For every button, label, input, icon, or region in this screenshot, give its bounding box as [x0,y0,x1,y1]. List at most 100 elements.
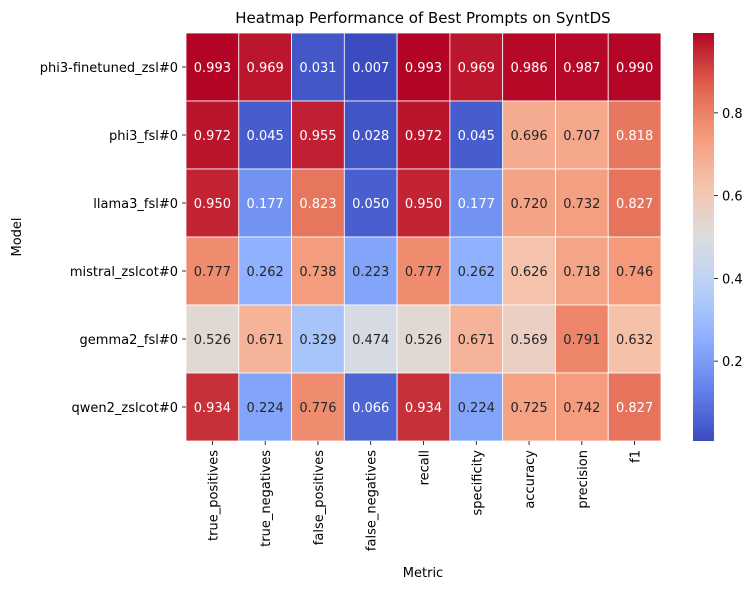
cell-value-label: 0.045 [458,129,495,144]
row-tick-label: phi3-finetuned_zsl#0 [40,61,178,76]
heatmap-cell [396,32,451,102]
colorbar-tick-label: 0.2 [722,355,743,370]
row-tick-label: llama3_fsl#0 [93,197,178,212]
cell-value-label: 0.986 [510,61,547,76]
cell-value-label: 0.725 [510,401,547,416]
row-tick-label: gemma2_fsl#0 [80,333,178,348]
cell-value-label: 0.031 [299,61,336,76]
heatmap-cell [607,304,662,374]
cell-value-label: 0.696 [510,129,547,144]
heatmap-cells [185,32,662,442]
heatmap-cell [449,372,504,442]
heatmap-cell [343,168,398,238]
cell-value-label: 0.776 [299,401,336,416]
heatmap-cell [607,236,662,306]
cell-value-label: 0.993 [194,61,231,76]
cell-value-label: 0.732 [563,197,600,212]
column-tick-label: recall [418,450,433,485]
heatmap-cell [343,32,398,102]
cell-value-label: 0.742 [563,401,600,416]
heatmap-cell [555,100,609,170]
column-tick-label: true_positives [206,450,221,541]
heatmap-cell [396,168,451,238]
cell-value-label: 0.934 [405,401,442,416]
heatmap-cell [555,32,609,102]
cell-value-label: 0.777 [405,265,442,280]
heatmap-cell [185,304,240,374]
cell-value-label: 0.990 [616,61,653,76]
colorbar [693,33,714,441]
cell-value-label: 0.045 [247,129,284,144]
cell-value-label: 0.950 [405,197,442,212]
chart-title: Heatmap Performance of Best Prompts on S… [235,9,610,27]
cell-value-label: 0.066 [352,401,389,416]
cell-value-label: 0.950 [194,197,231,212]
cell-value-label: 0.474 [352,333,389,348]
x-axis-label: Metric [403,566,443,581]
column-tick-label: false_positives [312,450,327,545]
heatmap-cell-labels: 0.993 0.969 0.031 0.007 0.993 0.969 0.986 0.987… [194,61,653,416]
heatmap-cell [291,100,345,170]
heatmap-cell [502,304,556,374]
cell-value-label: 0.526 [194,333,231,348]
colorbar-tick-label: 0.8 [722,107,743,122]
cell-value-label: 0.969 [247,61,284,76]
cell-value-label: 0.569 [510,333,547,348]
cell-value-label: 0.177 [247,197,284,212]
cell-value-label: 0.718 [563,265,600,280]
heatmap-cell [396,372,451,442]
column-tick-label: specificity [470,450,485,516]
heatmap-cell [449,32,504,102]
cell-value-label: 0.632 [616,333,653,348]
heatmap-cell [238,168,292,238]
column-tick-labels: true_positives true_negatives false_positi… [206,441,644,551]
cell-value-label: 0.972 [405,129,442,144]
heatmap-cell [396,100,451,170]
heatmap-cell [607,168,662,238]
cell-value-label: 0.827 [616,197,653,212]
cell-value-label: 0.827 [616,401,653,416]
cell-value-label: 0.934 [194,401,231,416]
heatmap-cell [343,236,398,306]
heatmap-cell [185,372,240,442]
cell-value-label: 0.050 [352,197,389,212]
column-tick-label: true_negatives [259,450,274,547]
heatmap-cell [185,100,240,170]
heatmap-cell [185,236,240,306]
heatmap-cell [238,236,292,306]
column-tick-label: accuracy [523,450,538,509]
colorbar-ticks: 0.2 0.4 0.6 0.8 [714,107,743,370]
cell-value-label: 0.818 [616,129,653,144]
heatmap-cell [502,168,556,238]
cell-value-label: 0.526 [405,333,442,348]
cell-value-label: 0.993 [405,61,442,76]
y-axis-label: Model [10,217,25,256]
row-tick-labels: phi3-finetuned_zsl#0 phi3_fsl#0 llama3_fsl… [40,61,186,416]
cell-value-label: 0.224 [458,401,495,416]
cell-value-label: 0.671 [458,333,495,348]
heatmap-cell [555,236,609,306]
cell-value-label: 0.738 [299,265,336,280]
cell-value-label: 0.746 [616,265,653,280]
heatmap-cell [185,32,240,102]
cell-value-label: 0.777 [194,265,231,280]
cell-value-label: 0.028 [352,129,389,144]
cell-value-label: 0.823 [299,197,336,212]
cell-value-label: 0.972 [194,129,231,144]
cell-value-label: 0.007 [352,61,389,76]
heatmap-cell [343,304,398,374]
cell-value-label: 0.969 [458,61,495,76]
cell-value-label: 0.955 [299,129,336,144]
cell-value-label: 0.707 [563,129,600,144]
cell-value-label: 0.224 [247,401,284,416]
column-tick-label: precision [576,450,591,509]
colorbar-tick-label: 0.6 [722,190,743,205]
row-tick-label: mistral_zslcot#0 [70,265,178,280]
cell-value-label: 0.720 [510,197,547,212]
heatmap-cell [502,100,556,170]
cell-value-label: 0.262 [247,265,284,280]
cell-value-label: 0.177 [458,197,495,212]
heatmap-cell [291,372,345,442]
column-tick-label: f1 [629,450,644,463]
